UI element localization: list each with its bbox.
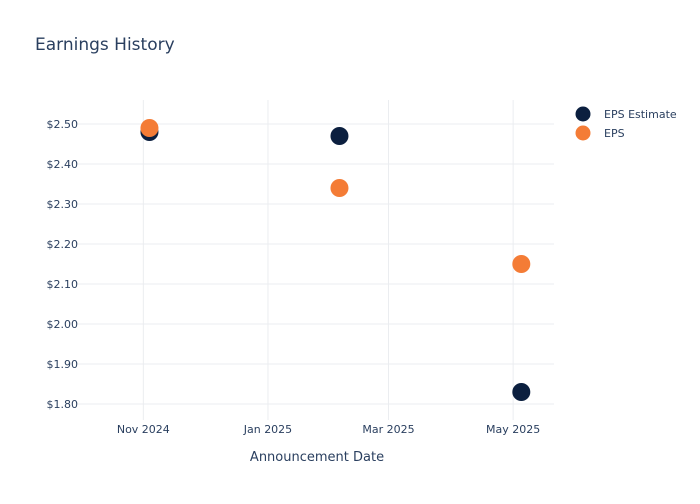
eps-point[interactable]: [330, 179, 349, 197]
y-tick-label: $2.10: [47, 278, 79, 291]
legend[interactable]: EPS Estimate EPS: [575, 106, 677, 141]
y-tick-label: $2.30: [47, 198, 79, 211]
legend-label-eps[interactable]: EPS: [604, 127, 625, 140]
y-tick-label: $1.80: [47, 398, 79, 411]
eps-estimate-point[interactable]: [330, 127, 349, 145]
x-axis-ticks: Nov 2024 Jan 2025 Mar 2025 May 2025: [117, 423, 540, 436]
x-tick-label: Mar 2025: [362, 423, 414, 436]
x-tick-label: Jan 2025: [243, 423, 292, 436]
y-tick-label: $1.90: [47, 358, 79, 371]
x-axis-title: Announcement Date: [250, 450, 384, 465]
y-tick-label: $2.20: [47, 238, 79, 251]
y-axis-ticks: $1.80 $1.90 $2.00 $2.10 $2.20 $2.30 $2.40 $2.50: [47, 118, 79, 411]
eps-estimate-point[interactable]: [512, 383, 531, 401]
chart-title: Earnings History: [35, 35, 175, 55]
y-tick-label: $2.40: [47, 158, 79, 171]
legend-label-eps-estimate[interactable]: EPS Estimate: [604, 108, 677, 121]
eps-point[interactable]: [512, 255, 531, 273]
y-tick-label: $2.50: [47, 118, 79, 131]
eps-point[interactable]: [140, 119, 159, 137]
legend-marker-eps[interactable]: [575, 125, 591, 141]
x-tick-label: Nov 2024: [117, 423, 170, 436]
data-points: [140, 119, 531, 401]
legend-marker-eps-estimate[interactable]: [575, 106, 591, 122]
y-tick-label: $2.00: [47, 318, 79, 331]
x-tick-label: May 2025: [486, 423, 540, 436]
